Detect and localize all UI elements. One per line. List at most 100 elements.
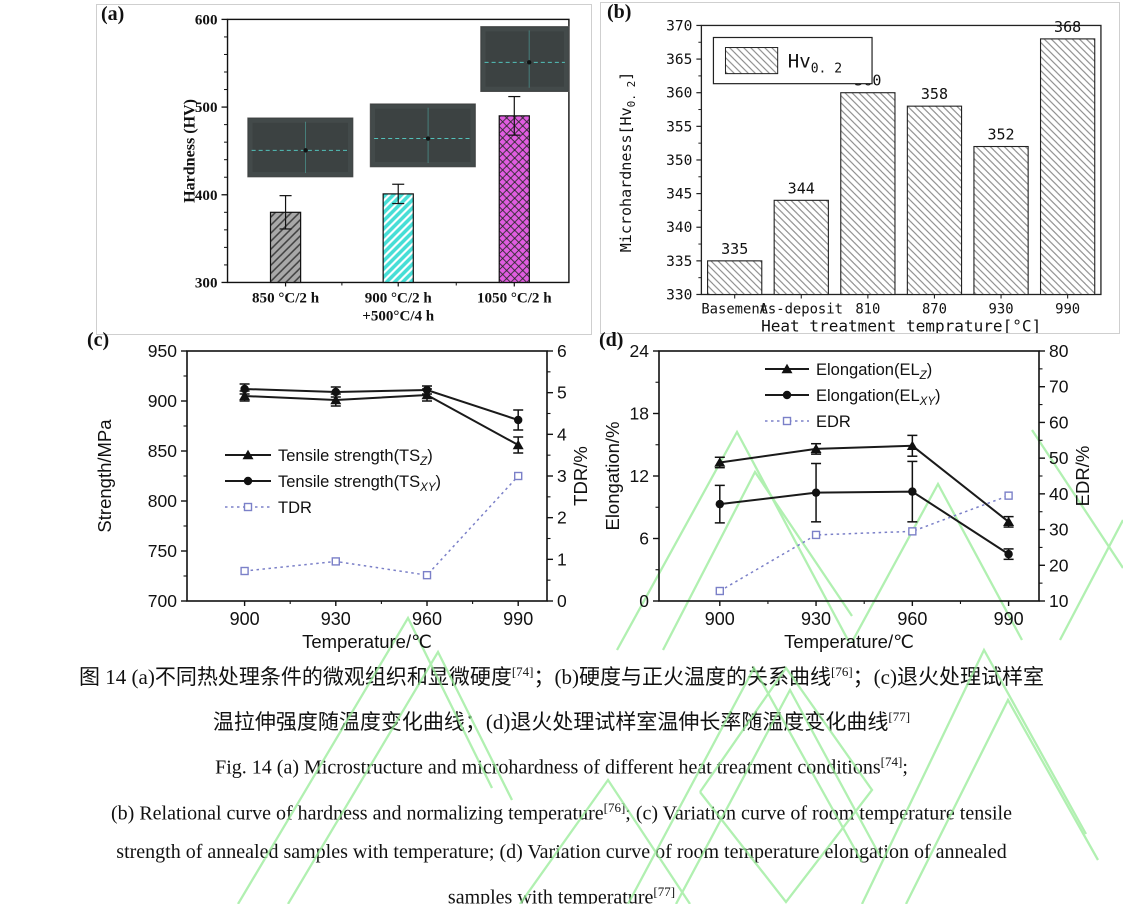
xlabel-d: Temperature/℃ bbox=[784, 631, 914, 652]
caption-line-2: 温拉伸强度随温度变化曲线；(d)退火处理试样室温伸长率随温度变化曲线[77] bbox=[212, 709, 911, 734]
axes-b: 330 335 340 345 350 355 360 365 370 bbox=[666, 17, 1102, 304]
series-d-2 bbox=[715, 491, 1013, 596]
svg-text:700: 700 bbox=[148, 591, 177, 611]
svg-text:Temperature/℃: Temperature/℃ bbox=[784, 631, 914, 652]
series-c-1 bbox=[239, 383, 524, 431]
bars-b: 335Basement344As-deposit3608103588703529… bbox=[701, 18, 1096, 318]
panel-c-letter: (c) bbox=[87, 329, 110, 351]
svg-text:TDR: TDR bbox=[278, 499, 312, 517]
svg-text:Basement: Basement bbox=[701, 302, 768, 318]
svg-text:6: 6 bbox=[639, 529, 649, 549]
svg-text:Elongation(ELZ): Elongation(ELZ) bbox=[816, 361, 932, 382]
legend-d: Elongation(ELZ) Elongation(ELXY) EDR bbox=[765, 361, 941, 431]
svg-text:850 °C/2 h: 850 °C/2 h bbox=[252, 291, 320, 307]
caption-line-5: strength of annealed samples with temper… bbox=[116, 841, 1007, 864]
ylabel-a: Hardness (HV) bbox=[181, 99, 198, 203]
svg-text:335: 335 bbox=[721, 240, 748, 258]
svg-text:1: 1 bbox=[557, 549, 567, 569]
svg-text:2: 2 bbox=[557, 508, 567, 528]
svg-text:6: 6 bbox=[557, 341, 567, 361]
caption-line-4: (b) Relational curve of hardness and nor… bbox=[111, 799, 1012, 825]
svg-text:930: 930 bbox=[321, 609, 351, 629]
ylabel-b: Microhardness[Hv0. 2] bbox=[617, 72, 638, 253]
svg-text:1050 °C/2 h: 1050 °C/2 h bbox=[477, 291, 552, 307]
svg-text:990: 990 bbox=[1055, 302, 1080, 318]
svg-text:0: 0 bbox=[557, 591, 567, 611]
svg-text:+500°C/4 h: +500°C/4 h bbox=[362, 309, 434, 325]
svg-text:TDR/%: TDR/% bbox=[570, 446, 591, 506]
svg-text:Heat treatment temprature[°C]: Heat treatment temprature[°C] bbox=[761, 317, 1041, 333]
panel-d-elongation: (d) 0 6 12 18 24 10 20 30 40 50 60 70 80 900 930 960 990… bbox=[597, 329, 1123, 655]
svg-text:950: 950 bbox=[148, 341, 177, 361]
series-c-2 bbox=[240, 471, 523, 580]
svg-text:40: 40 bbox=[1049, 484, 1069, 504]
svg-text:358: 358 bbox=[921, 85, 948, 103]
svg-text:990: 990 bbox=[503, 609, 533, 629]
micrograph-insets bbox=[247, 26, 570, 178]
ylabel-d: Elongation/% bbox=[602, 421, 623, 530]
svg-text:370: 370 bbox=[666, 17, 692, 34]
xlabel-c: Temperature/℃ bbox=[302, 631, 432, 652]
svg-text:Strength/MPa: Strength/MPa bbox=[94, 419, 115, 533]
svg-text:Temperature/℃: Temperature/℃ bbox=[302, 631, 432, 652]
svg-text:5: 5 bbox=[557, 383, 567, 403]
svg-text:352: 352 bbox=[987, 125, 1014, 143]
series-d-0 bbox=[714, 434, 1015, 528]
ylabel-c: Strength/MPa bbox=[94, 419, 115, 533]
svg-text:Hv0. 2: Hv0. 2 bbox=[788, 51, 842, 77]
chart-c-strength-line: 700 750 800 850 900 950 0 1 2 3 4 5 6 900 930 960 990 Tem… bbox=[94, 341, 591, 652]
svg-text:Tensile strength(TSZ): Tensile strength(TSZ) bbox=[278, 447, 433, 468]
axes-a: 300 400 500 600 bbox=[195, 12, 570, 291]
svg-text:335: 335 bbox=[666, 253, 692, 270]
svg-text:870: 870 bbox=[922, 302, 947, 318]
svg-text:350: 350 bbox=[666, 152, 692, 169]
caption-line-3: Fig. 14 (a) Microstructure and microhard… bbox=[215, 754, 908, 779]
svg-text:50: 50 bbox=[1049, 448, 1069, 468]
chart-b-microhardness-bar: 330 335 340 345 350 355 360 365 370 335 Basement 34… bbox=[617, 17, 1102, 333]
svg-text:Elongation/%: Elongation/% bbox=[602, 421, 623, 530]
caption-line-6: samples with temperature[77] bbox=[447, 884, 676, 904]
svg-text:0: 0 bbox=[639, 591, 649, 611]
svg-text:30: 30 bbox=[1049, 520, 1069, 540]
category-labels-a: 850 °C/2 h 900 °C/2 h +500°C/4 h 1050 °C/2 … bbox=[252, 291, 552, 325]
series-c-0 bbox=[239, 388, 524, 454]
axes-d: 0 6 12 18 24 10 20 30 40 50 60 70 80 900 930 960 990 bbox=[630, 341, 1069, 629]
caption-line-1: 图 14 (a)不同热处理条件的微观组织和显微硬度[74]；(b)硬度与正火温度… bbox=[79, 664, 1044, 689]
panel-a-letter: (a) bbox=[101, 3, 125, 25]
panel-b-microhardness: (b) 330 335 340 345 350 355 360 365 370 335 Baseme… bbox=[600, 1, 1120, 334]
bars-a bbox=[269, 95, 530, 284]
svg-text:24: 24 bbox=[630, 341, 650, 361]
svg-text:Tensile strength(TSXY): Tensile strength(TSXY) bbox=[278, 473, 441, 494]
svg-text:810: 810 bbox=[855, 302, 880, 318]
chart-d-elongation-line: 0 6 12 18 24 10 20 30 40 50 60 70 80 900 930 960 990 Temp… bbox=[602, 341, 1093, 652]
svg-text:Elongation(ELXY): Elongation(ELXY) bbox=[816, 387, 941, 408]
svg-text:960: 960 bbox=[412, 609, 442, 629]
panel-a-hardness: (a) 300 400 500 600 850 °C/2 h 900 °C/2 h +500… bbox=[96, 3, 592, 335]
xlabel-b: Heat treatment temprature[°C] bbox=[761, 317, 1041, 333]
svg-text:355: 355 bbox=[666, 118, 692, 135]
svg-text:990: 990 bbox=[994, 609, 1024, 629]
svg-text:20: 20 bbox=[1049, 555, 1069, 575]
svg-text:12: 12 bbox=[630, 466, 649, 486]
legend-c: Tensile strength(TSZ) Tensile strength(TS… bbox=[225, 447, 441, 517]
svg-text:3: 3 bbox=[557, 466, 567, 486]
svg-text:EDR/%: EDR/% bbox=[1072, 446, 1093, 507]
svg-text:900 °C/2 h: 900 °C/2 h bbox=[365, 291, 433, 307]
rlabel-d: EDR/% bbox=[1072, 446, 1093, 507]
svg-text:900: 900 bbox=[705, 609, 735, 629]
svg-text:400: 400 bbox=[195, 188, 218, 204]
svg-text:960: 960 bbox=[897, 609, 927, 629]
svg-text:330: 330 bbox=[666, 287, 692, 304]
svg-text:900: 900 bbox=[230, 609, 260, 629]
panel-b-letter: (b) bbox=[607, 1, 632, 23]
svg-text:850: 850 bbox=[148, 441, 177, 461]
svg-text:Microhardness[Hv0. 2]: Microhardness[Hv0. 2] bbox=[617, 72, 638, 253]
legend-b: Hv0. 2 bbox=[712, 36, 873, 85]
svg-text:500: 500 bbox=[195, 100, 218, 116]
svg-text:930: 930 bbox=[989, 302, 1014, 318]
svg-text:368: 368 bbox=[1054, 18, 1081, 36]
svg-text:344: 344 bbox=[788, 179, 815, 197]
svg-text:EDR: EDR bbox=[816, 413, 851, 431]
svg-text:300: 300 bbox=[195, 275, 218, 291]
rlabel-c: TDR/% bbox=[570, 446, 591, 506]
